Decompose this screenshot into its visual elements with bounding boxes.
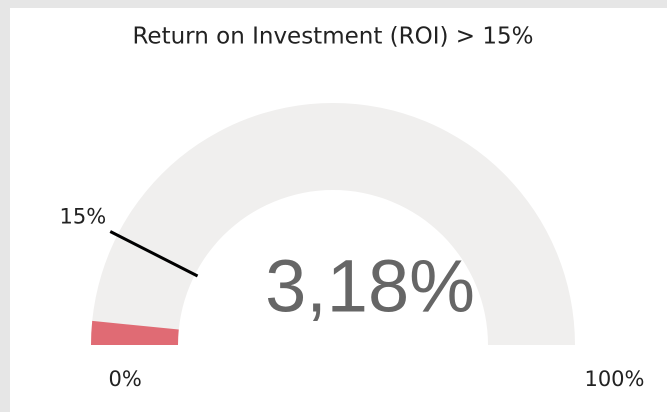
gauge-axis-label: 0% (109, 367, 142, 391)
card (10, 8, 667, 412)
gauge-value-label: 3,18% (265, 245, 475, 328)
target-line (109, 230, 199, 278)
gauge-track (91, 103, 575, 345)
gauge-value (91, 320, 179, 345)
gauge-axis-label: 100% (584, 367, 644, 391)
target-label: 15% (60, 205, 107, 229)
chart-title: Return on Investment (ROI) > 15% (132, 24, 533, 50)
